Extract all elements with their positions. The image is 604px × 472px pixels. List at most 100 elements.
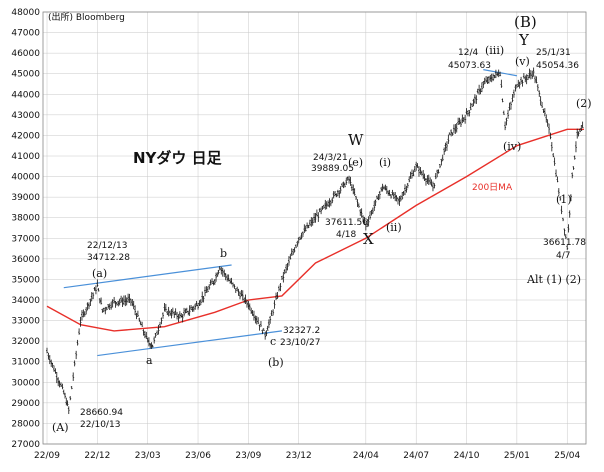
price-bar	[528, 68, 531, 79]
price-bar	[192, 305, 195, 312]
price-bar	[300, 232, 303, 240]
price-bar	[454, 124, 457, 134]
price-bar	[160, 317, 163, 325]
price-bar	[546, 119, 549, 127]
price-bar	[105, 306, 108, 311]
y-tick-label: 42000	[11, 131, 40, 141]
price-bar	[134, 305, 137, 316]
price-bar	[483, 77, 486, 85]
price-bar	[293, 247, 296, 253]
price-bar	[227, 274, 230, 282]
price-bar	[136, 310, 139, 317]
price-bar	[501, 98, 504, 103]
price-bar	[129, 298, 132, 306]
price-bar	[118, 298, 121, 306]
price-bar	[512, 89, 515, 98]
price-bar	[292, 248, 295, 256]
low-2210-value: 28660.94	[80, 408, 123, 418]
price-bar	[282, 271, 285, 283]
wave-label-A: (A)	[52, 421, 69, 434]
price-bar	[566, 244, 569, 250]
price-bar	[184, 308, 187, 314]
price-bar	[299, 236, 302, 240]
price-bar	[213, 279, 216, 285]
price-bar	[216, 272, 219, 277]
price-bar	[224, 273, 227, 281]
price-bar	[79, 316, 82, 327]
price-bar	[310, 217, 313, 227]
price-bar	[450, 129, 453, 137]
price-bar	[272, 309, 275, 316]
price-bar	[254, 315, 257, 324]
y-tick-label: 47000	[11, 29, 40, 39]
x-tick-label: 23/12	[286, 451, 312, 461]
price-bar	[469, 102, 472, 111]
price-bar	[345, 177, 348, 185]
wave-label-e-paren: (e)	[348, 156, 363, 169]
wave-label-W: W	[348, 131, 364, 149]
price-bar	[72, 372, 75, 381]
price-bar	[180, 312, 183, 318]
price-bar	[572, 166, 575, 170]
price-bar	[204, 286, 207, 297]
price-bar	[424, 178, 427, 186]
y-tick-label: 46000	[11, 49, 40, 59]
price-bar	[525, 74, 528, 85]
price-bar	[59, 382, 62, 387]
x-axis: 22/09 22/12 23/03 23/06 23/09 23/12 24/04 24/07…	[34, 451, 580, 461]
price-bar	[429, 177, 432, 185]
price-bar	[419, 167, 422, 175]
price-bar	[325, 201, 328, 210]
price-bar	[447, 134, 450, 144]
high-2403-value: 39889.05	[311, 164, 354, 174]
price-bar	[457, 117, 460, 125]
price-bar	[427, 174, 430, 186]
price-bar	[215, 272, 218, 282]
price-bar	[472, 98, 475, 107]
price-bar	[378, 190, 381, 200]
price-bar	[320, 207, 323, 215]
wave-label-c: c	[270, 335, 276, 348]
price-bar	[142, 329, 145, 336]
price-bar	[350, 183, 353, 191]
chart-title: NYダウ 日足	[133, 149, 223, 167]
trendlines	[63, 69, 517, 357]
price-bar	[122, 295, 125, 306]
price-bar	[317, 212, 320, 222]
price-bar	[370, 209, 373, 216]
price-bar	[147, 337, 150, 347]
price-bar	[275, 292, 278, 301]
price-bar	[431, 181, 434, 192]
price-bar	[226, 274, 229, 282]
price-bar	[61, 383, 64, 390]
price-bar	[100, 297, 103, 305]
price-bar	[262, 328, 265, 331]
price-bar	[163, 303, 166, 312]
wave-label-i-paren: (i)	[379, 156, 391, 169]
x-tick-label: 24/07	[403, 451, 429, 461]
price-bar	[279, 283, 282, 292]
ohlc-bars	[46, 67, 584, 415]
price-bar	[318, 208, 321, 213]
price-bar	[125, 297, 128, 306]
price-bar	[170, 308, 173, 319]
price-bar	[452, 124, 455, 134]
price-bar	[313, 212, 316, 223]
price-bar	[117, 301, 120, 307]
price-bar	[111, 299, 114, 308]
price-bar	[83, 311, 86, 317]
price-bar	[559, 196, 562, 201]
price-bar	[208, 284, 211, 290]
price-bar	[412, 170, 415, 177]
price-bar	[357, 203, 360, 208]
wave-label-v-paren: (v)	[515, 55, 530, 68]
price-bar	[401, 192, 404, 200]
price-bar	[223, 269, 226, 278]
price-bar	[183, 307, 186, 317]
price-bar	[422, 169, 425, 180]
price-bar	[398, 195, 401, 206]
price-bar	[549, 132, 552, 140]
price-bar	[405, 185, 408, 193]
price-bar	[76, 339, 79, 346]
price-bar	[535, 76, 538, 84]
